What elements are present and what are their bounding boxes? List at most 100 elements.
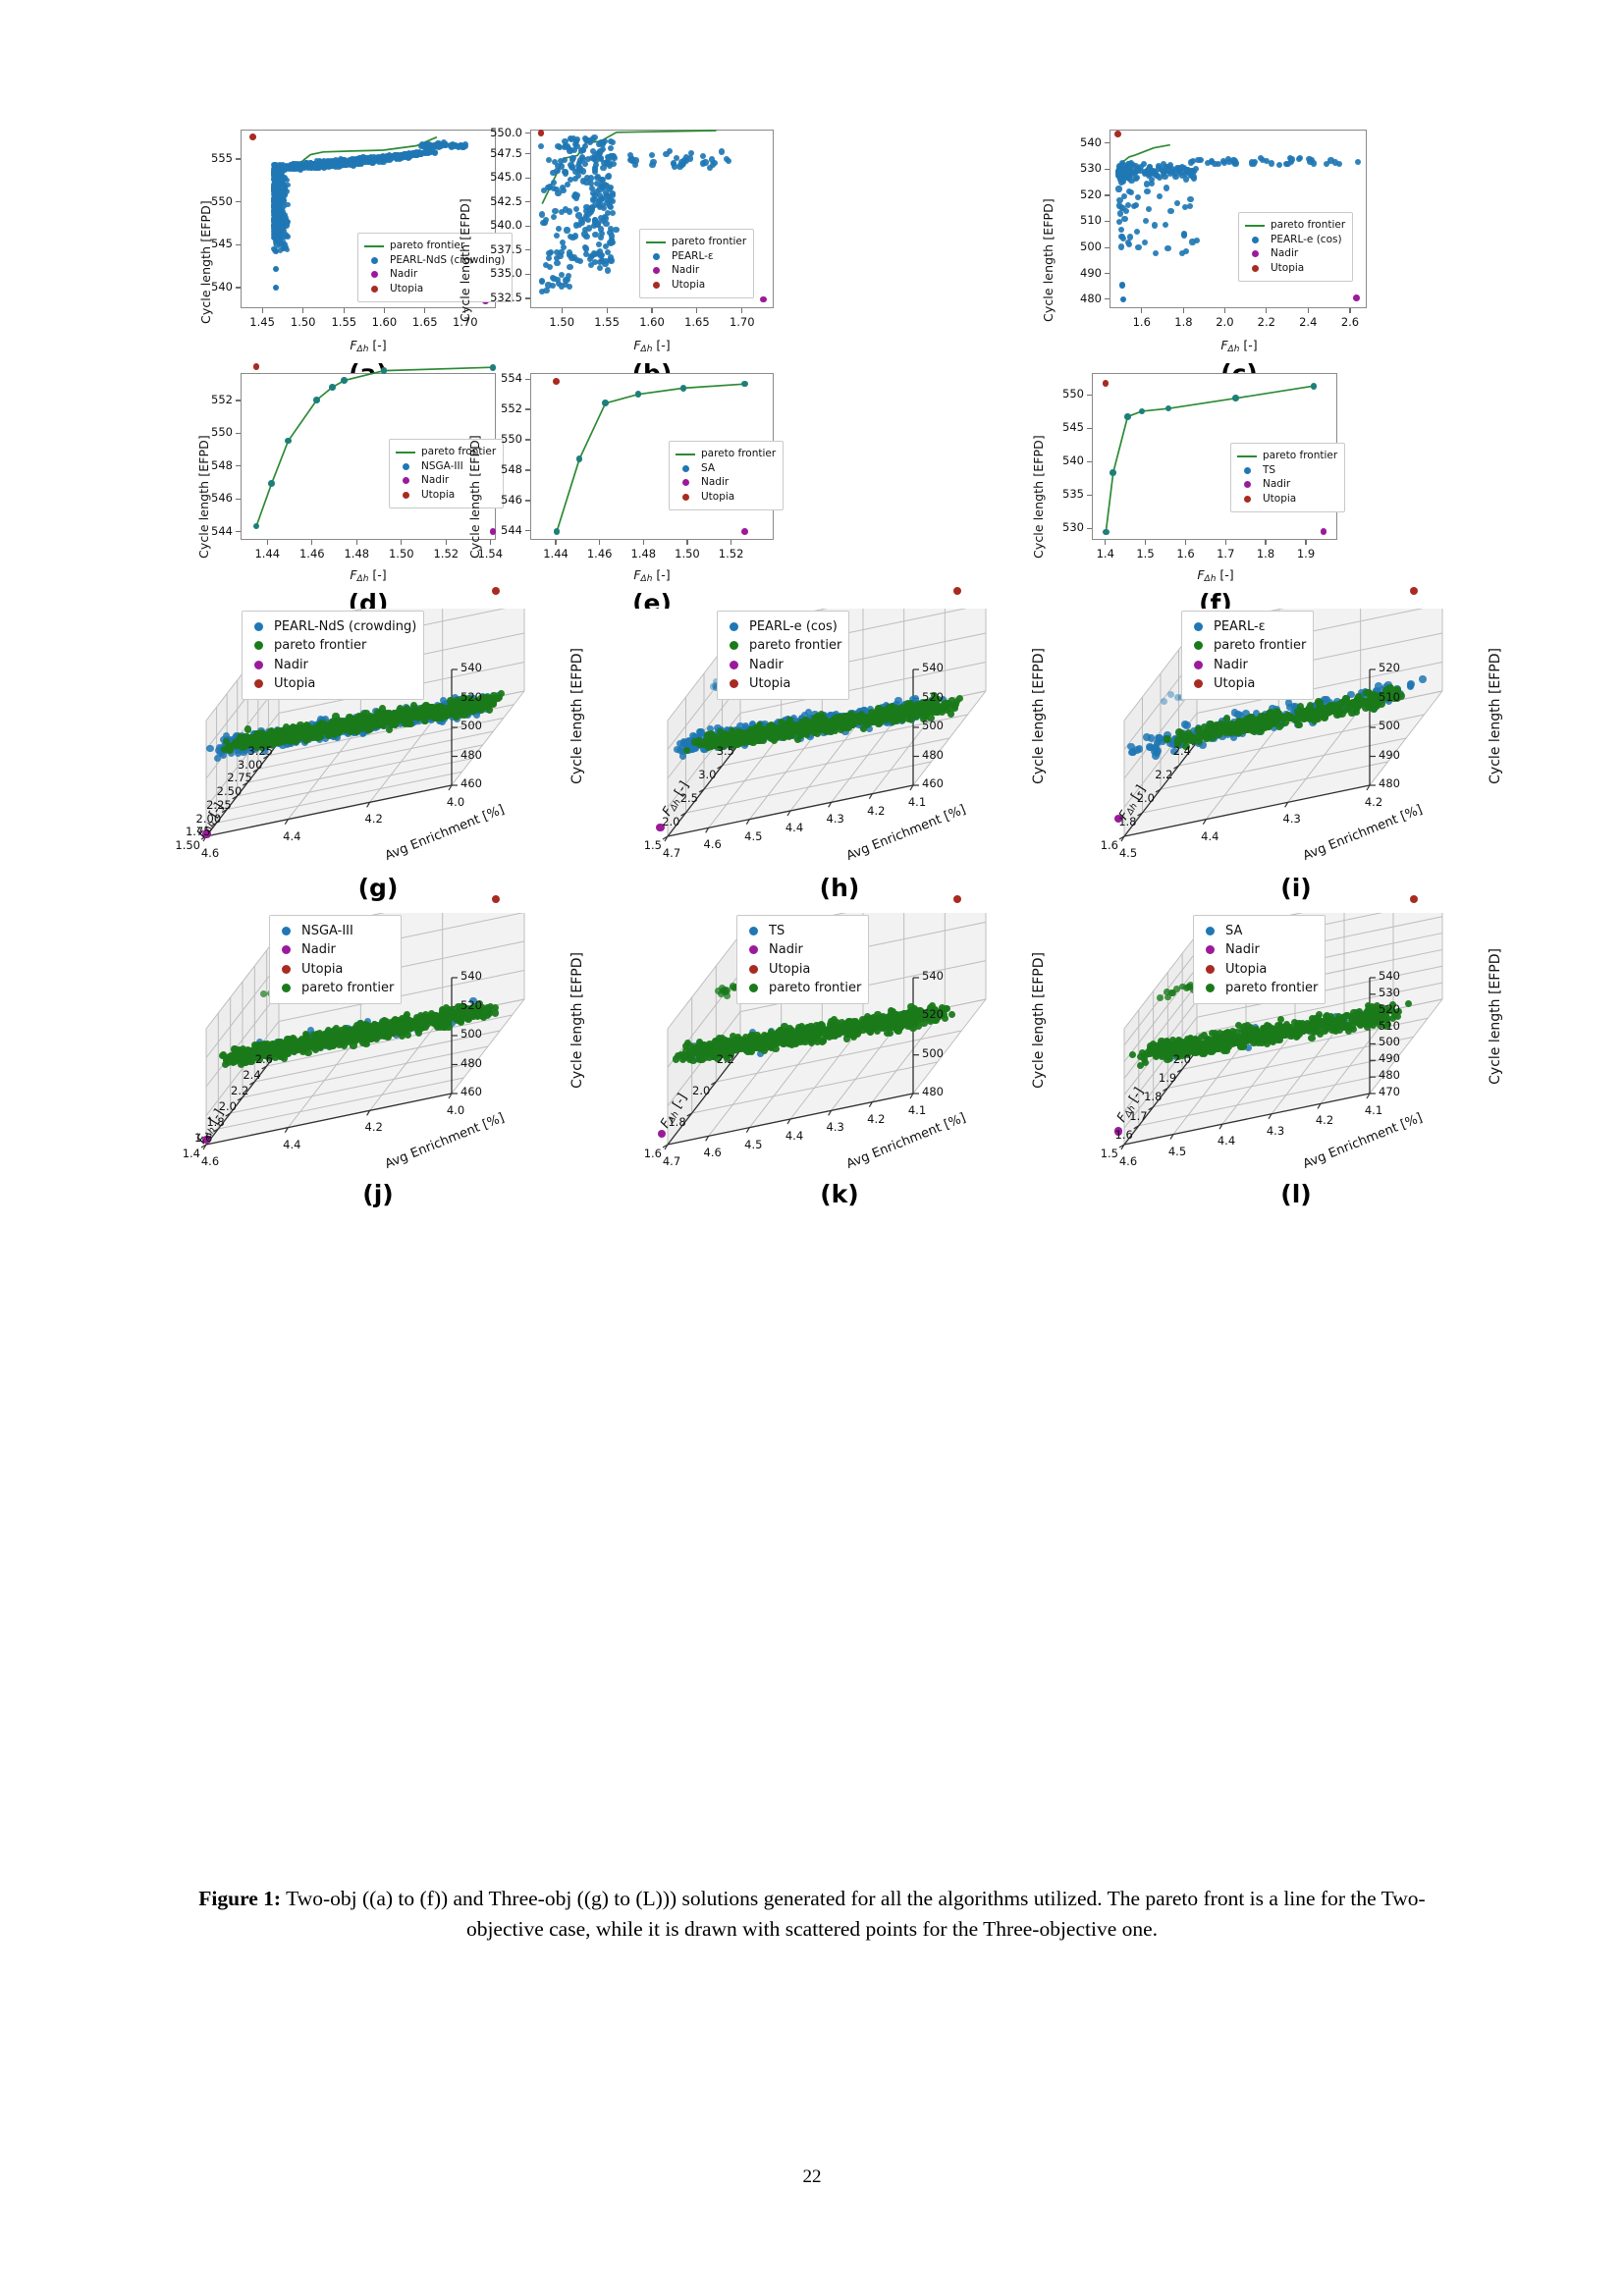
data-point bbox=[566, 208, 573, 215]
plot-legend: PEARL-NdS (crowding) pareto frontier Nadir… bbox=[242, 611, 425, 700]
data-point bbox=[279, 170, 286, 177]
data-point bbox=[255, 729, 263, 737]
y-tick-label: 480 bbox=[1080, 291, 1102, 305]
legend-label: Utopia bbox=[390, 282, 424, 294]
data-point bbox=[324, 731, 332, 739]
x-tick-mark bbox=[561, 308, 563, 313]
y-tick-mark bbox=[1105, 246, 1110, 248]
legend-entry: pareto frontier bbox=[1236, 450, 1337, 463]
data-point bbox=[316, 159, 323, 166]
legend-label: Utopia bbox=[1263, 492, 1297, 505]
y-tick-mark bbox=[525, 469, 530, 471]
data-point bbox=[276, 193, 282, 200]
x-tick-mark bbox=[1266, 308, 1268, 313]
y-tick-mark bbox=[525, 273, 530, 275]
data-point bbox=[249, 133, 257, 140]
data-point bbox=[1286, 154, 1293, 161]
data-point bbox=[1307, 158, 1314, 165]
y-tick-mark bbox=[236, 287, 241, 289]
data-point bbox=[283, 231, 290, 238]
data-point bbox=[337, 158, 344, 164]
y-tick-mark bbox=[1087, 494, 1092, 496]
panel-g: 540 520 500 480 460 Cycle length [EFPD] 3.25 3.… bbox=[147, 586, 609, 903]
legend-label: pareto frontier bbox=[1263, 450, 1338, 462]
legend-label: PEARL-ε bbox=[672, 249, 714, 262]
data-point bbox=[380, 367, 388, 374]
data-point bbox=[1124, 413, 1131, 420]
y-tick-label: 535 bbox=[1062, 487, 1084, 502]
data-point bbox=[577, 217, 584, 224]
y-tick-mark bbox=[1105, 168, 1110, 170]
data-point bbox=[420, 143, 427, 150]
y-tick-label: 530 bbox=[1080, 161, 1102, 176]
legend-label: Nadir bbox=[1271, 247, 1299, 260]
legend-key bbox=[247, 621, 269, 631]
legend-entry: Utopia bbox=[1236, 492, 1337, 506]
data-point bbox=[213, 754, 221, 763]
data-point bbox=[355, 160, 362, 167]
legend-key bbox=[363, 256, 385, 264]
data-point bbox=[276, 217, 283, 224]
legend-label: Nadir bbox=[1263, 478, 1291, 491]
data-point bbox=[386, 153, 392, 159]
legend-entry: Nadir bbox=[1244, 247, 1345, 261]
data-point bbox=[1131, 167, 1138, 174]
y-tick-label: 550.0 bbox=[490, 125, 522, 139]
y-tick-label: 545 bbox=[211, 237, 233, 251]
data-point bbox=[613, 226, 620, 233]
data-point bbox=[553, 378, 560, 386]
pareto-line-swatch bbox=[364, 244, 384, 247]
data-point bbox=[414, 150, 421, 157]
data-point bbox=[542, 216, 549, 223]
x-tick-mark bbox=[642, 540, 644, 545]
data-point bbox=[340, 157, 347, 164]
data-point bbox=[273, 211, 280, 218]
data-point bbox=[398, 152, 405, 158]
data-point bbox=[549, 282, 556, 289]
data-point bbox=[277, 246, 284, 253]
data-point bbox=[281, 183, 288, 189]
data-point bbox=[1140, 161, 1147, 168]
data-point bbox=[1117, 243, 1124, 250]
x-tick-mark bbox=[302, 308, 304, 313]
data-point bbox=[551, 158, 558, 165]
data-point bbox=[1113, 130, 1121, 137]
y-tick-label: 548 bbox=[211, 457, 233, 472]
plot-legend: pareto frontier TS Nadir Utopia bbox=[1230, 443, 1346, 512]
legend-key bbox=[247, 679, 269, 688]
y-tick-mark bbox=[1087, 394, 1092, 397]
x-tick-mark bbox=[355, 540, 357, 545]
data-point bbox=[297, 161, 303, 168]
legend-dot-swatch bbox=[370, 256, 378, 264]
y-tick-mark bbox=[1105, 142, 1110, 144]
legend-entry: pareto frontier bbox=[1244, 219, 1345, 233]
data-point bbox=[1152, 222, 1159, 229]
y-tick-mark bbox=[525, 201, 530, 203]
y-tick-mark bbox=[525, 530, 530, 532]
legend-label: Utopia bbox=[274, 676, 316, 691]
data-point bbox=[428, 148, 434, 155]
legend-entry: Nadir bbox=[1236, 478, 1337, 492]
data-point bbox=[550, 169, 557, 176]
y-tick-label: 547.5 bbox=[490, 145, 522, 160]
legend-dot-swatch bbox=[652, 252, 660, 260]
z-tick-label: 520 bbox=[460, 689, 482, 704]
y-tick-label: 548 bbox=[501, 461, 522, 476]
y-tick-label: 535.0 bbox=[490, 266, 522, 281]
data-point bbox=[1124, 201, 1131, 208]
data-point bbox=[274, 201, 281, 208]
x-tick-label: 1.44 bbox=[254, 547, 281, 561]
x-tick-label: 1.65 bbox=[684, 315, 710, 329]
panel-g-axes: 540 520 500 480 460 Cycle length [EFPD] 3.25 3.… bbox=[147, 586, 609, 874]
data-point bbox=[606, 186, 614, 192]
legend-label: Nadir bbox=[672, 264, 700, 277]
data-point bbox=[1282, 161, 1289, 168]
legend-label: TS bbox=[1263, 463, 1276, 476]
legend-label: pareto frontier bbox=[274, 638, 367, 653]
y-tick-mark bbox=[1105, 220, 1110, 222]
z-tick-label: 480 bbox=[460, 747, 482, 762]
data-point bbox=[284, 201, 291, 208]
data-point bbox=[280, 189, 287, 196]
x-tick-label: 2.6 bbox=[1340, 315, 1360, 329]
legend-label: Utopia bbox=[672, 278, 706, 291]
